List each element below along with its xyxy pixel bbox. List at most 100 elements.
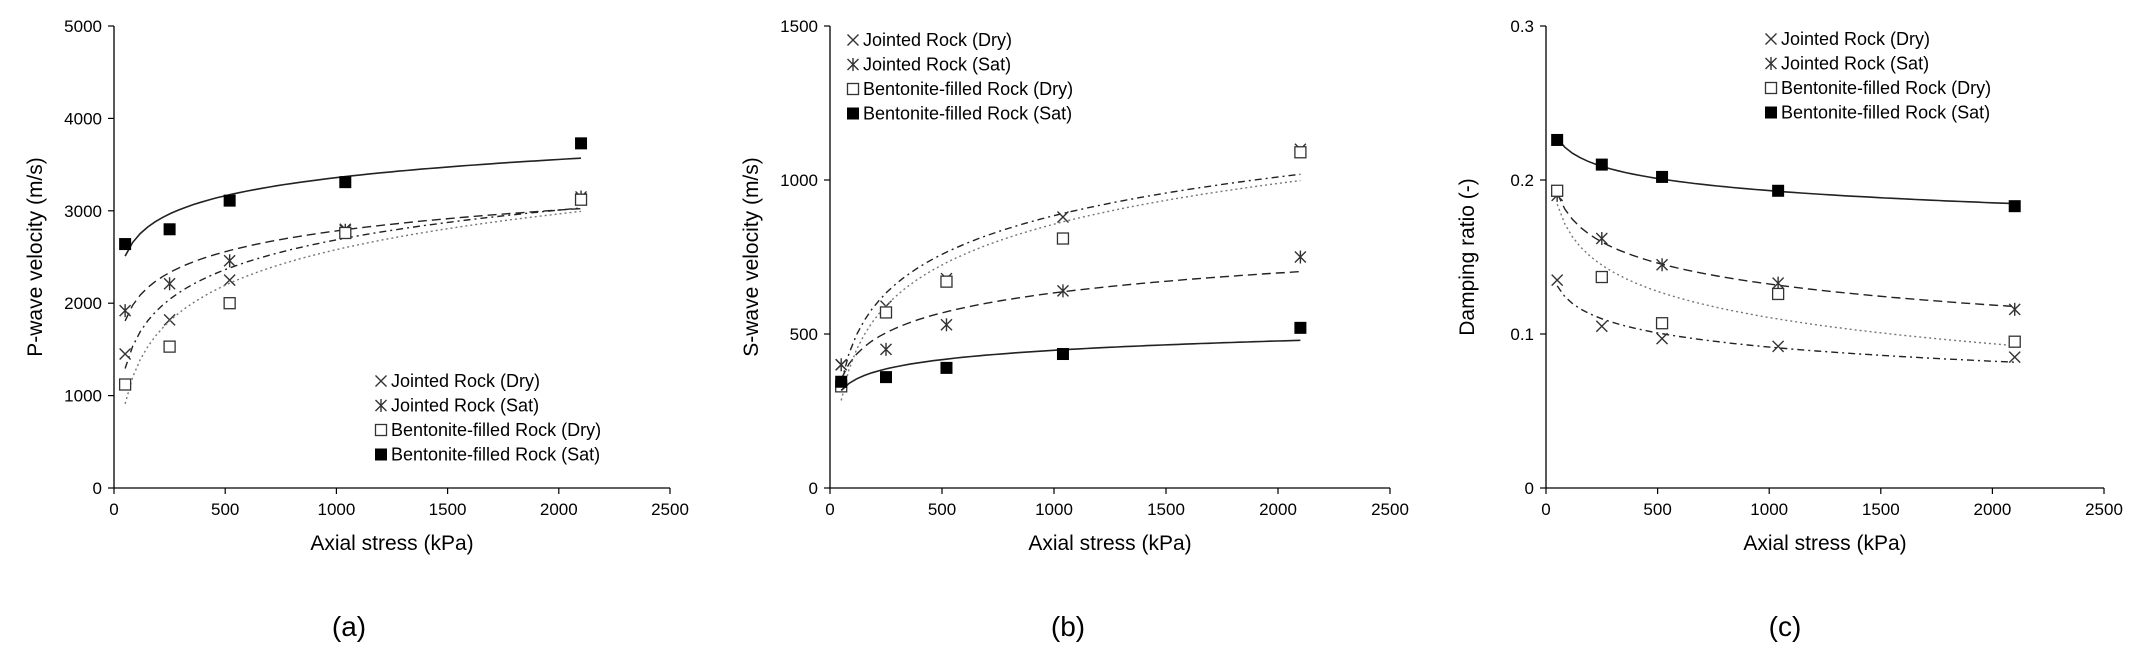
data-point-open-square	[1771, 287, 1785, 301]
fit-line-open-square	[124, 210, 582, 404]
legend-label: Bentonite-filled Rock (Sat)	[863, 104, 1072, 124]
x-tick-label: 2500	[651, 500, 689, 519]
data-point-open-square	[1551, 184, 1564, 197]
data-point-asterisk	[119, 304, 132, 318]
y-tick-label: 1000	[780, 171, 818, 190]
legend-label: Bentonite-filled Rock (Dry)	[391, 420, 601, 440]
y-tick-label: 2000	[64, 294, 102, 313]
data-point-filled-square	[339, 176, 352, 189]
x-tick-label: 2000	[540, 500, 578, 519]
data-point-open-square	[1595, 270, 1608, 284]
fit-line-asterisk	[124, 207, 582, 322]
data-point-filled-square	[1656, 170, 1669, 183]
x-tick-label: 2000	[1973, 500, 2011, 519]
panel-label: (c)	[1769, 611, 1802, 642]
fit-line-x	[840, 173, 1301, 384]
legend-marker-filled-square	[847, 107, 859, 120]
chart-panel-2: 0 500 1000 1500 2000 2500 0 500 1000 1500 Axial st…	[740, 17, 1409, 642]
fit-line-x	[124, 207, 582, 369]
y-tick-label: 1000	[64, 387, 102, 406]
x-tick-label: 1000	[1035, 500, 1073, 519]
data-point-asterisk	[1294, 250, 1307, 264]
x-tick-label: 0	[1541, 500, 1550, 519]
data-point-filled-square	[2008, 200, 2021, 213]
y-tick-label: 5000	[64, 17, 102, 36]
y-tick-label: 0.2	[1510, 171, 1534, 190]
y-tick-label: 500	[790, 325, 818, 344]
data-point-filled-square	[163, 223, 176, 236]
data-point-asterisk	[1056, 284, 1069, 298]
data-point-open-square	[940, 275, 953, 288]
data-point-x	[2008, 351, 2021, 364]
data-point-x	[1772, 340, 1785, 353]
data-point-open-square	[1056, 232, 1070, 245]
y-tick-label: 0.3	[1510, 17, 1534, 36]
y-axis-label: Damping ratio (-)	[1456, 178, 1479, 336]
legend-marker-open-square	[1764, 81, 1778, 95]
y-axis-label: P-wave velocity (m/s)	[24, 157, 47, 357]
legend-label: Jointed Rock (Dry)	[391, 371, 540, 391]
legend-label: Jointed Rock (Sat)	[1781, 54, 1929, 74]
y-axis-label: S-wave velocity (m/s)	[740, 157, 763, 357]
data-point-x	[1595, 320, 1608, 333]
x-tick-label: 1500	[1147, 500, 1185, 519]
panel-label: (b)	[1051, 611, 1085, 642]
data-point-asterisk	[163, 277, 176, 291]
data-point-asterisk	[223, 254, 236, 268]
x-tick-label: 500	[211, 500, 239, 519]
x-tick-label: 0	[109, 500, 118, 519]
legend-marker-x	[847, 34, 859, 46]
legend-label: Jointed Rock (Sat)	[863, 55, 1011, 75]
legend-marker-filled-square	[1765, 106, 1777, 119]
data-point-open-square	[879, 306, 893, 319]
data-point-filled-square	[940, 361, 953, 374]
chart-panel-1: 0 500 1000 1500 2000 2500 0 1000 2000 3000 4000 500…	[24, 17, 689, 642]
x-tick-label: 2500	[1371, 500, 1409, 519]
x-tick-label: 1500	[1862, 500, 1900, 519]
fit-line-asterisk	[1556, 192, 2015, 308]
data-point-asterisk	[835, 358, 848, 372]
data-point-open-square	[223, 297, 236, 310]
data-point-asterisk	[940, 318, 953, 332]
data-point-asterisk	[1595, 232, 1608, 246]
x-axis-label: Axial stress (kPa)	[1028, 532, 1191, 555]
x-axis-label: Axial stress (kPa)	[1743, 532, 1906, 555]
x-tick-label: 1000	[1750, 500, 1788, 519]
legend-label: Bentonite-filled Rock (Dry)	[863, 79, 1073, 99]
data-point-asterisk	[1772, 276, 1785, 290]
x-tick-label: 2000	[1259, 500, 1297, 519]
data-point-x	[119, 348, 132, 361]
legend: Jointed Rock (Dry) Jointed Rock (Sat) Bent…	[374, 371, 601, 465]
x-axis-label: Axial stress (kPa)	[310, 532, 473, 555]
chart-panel-3: 0 500 1000 1500 2000 2500 0 0.1 0.2 0.3 Axial stre…	[1456, 17, 2123, 642]
data-point-filled-square	[575, 137, 588, 150]
data-point-open-square	[1294, 146, 1307, 159]
data-point-open-square	[1655, 317, 1669, 330]
data-point-asterisk	[1656, 258, 1669, 272]
legend: Jointed Rock (Dry) Jointed Rock (Sat) Bent…	[1764, 29, 1991, 123]
fit-line-x	[1556, 285, 2015, 363]
data-point-filled-square	[1551, 133, 1564, 146]
data-point-x	[1656, 332, 1669, 345]
fit-line-asterisk	[840, 270, 1301, 380]
legend-label: Jointed Rock (Sat)	[391, 396, 539, 416]
x-tick-label: 1500	[429, 500, 467, 519]
data-point-filled-square	[1772, 184, 1785, 197]
legend-marker-asterisk	[847, 58, 859, 71]
legend-marker-open-square	[846, 82, 860, 96]
fit-line-filled-square	[124, 157, 582, 257]
fit-line-filled-square	[1556, 137, 2015, 205]
legend-marker-filled-square	[375, 448, 387, 461]
data-point-open-square	[339, 226, 352, 240]
y-tick-label: 0	[1525, 479, 1534, 498]
panel-label: (a)	[332, 611, 366, 642]
legend-marker-x	[1765, 33, 1777, 45]
legend-label: Bentonite-filled Rock (Sat)	[391, 445, 600, 465]
legend-label: Jointed Rock (Dry)	[863, 30, 1012, 50]
x-tick-label: 2500	[2085, 500, 2123, 519]
data-point-x	[163, 313, 176, 326]
legend-marker-x	[375, 375, 387, 387]
data-point-filled-square	[223, 194, 236, 207]
data-point-asterisk	[2008, 302, 2021, 316]
